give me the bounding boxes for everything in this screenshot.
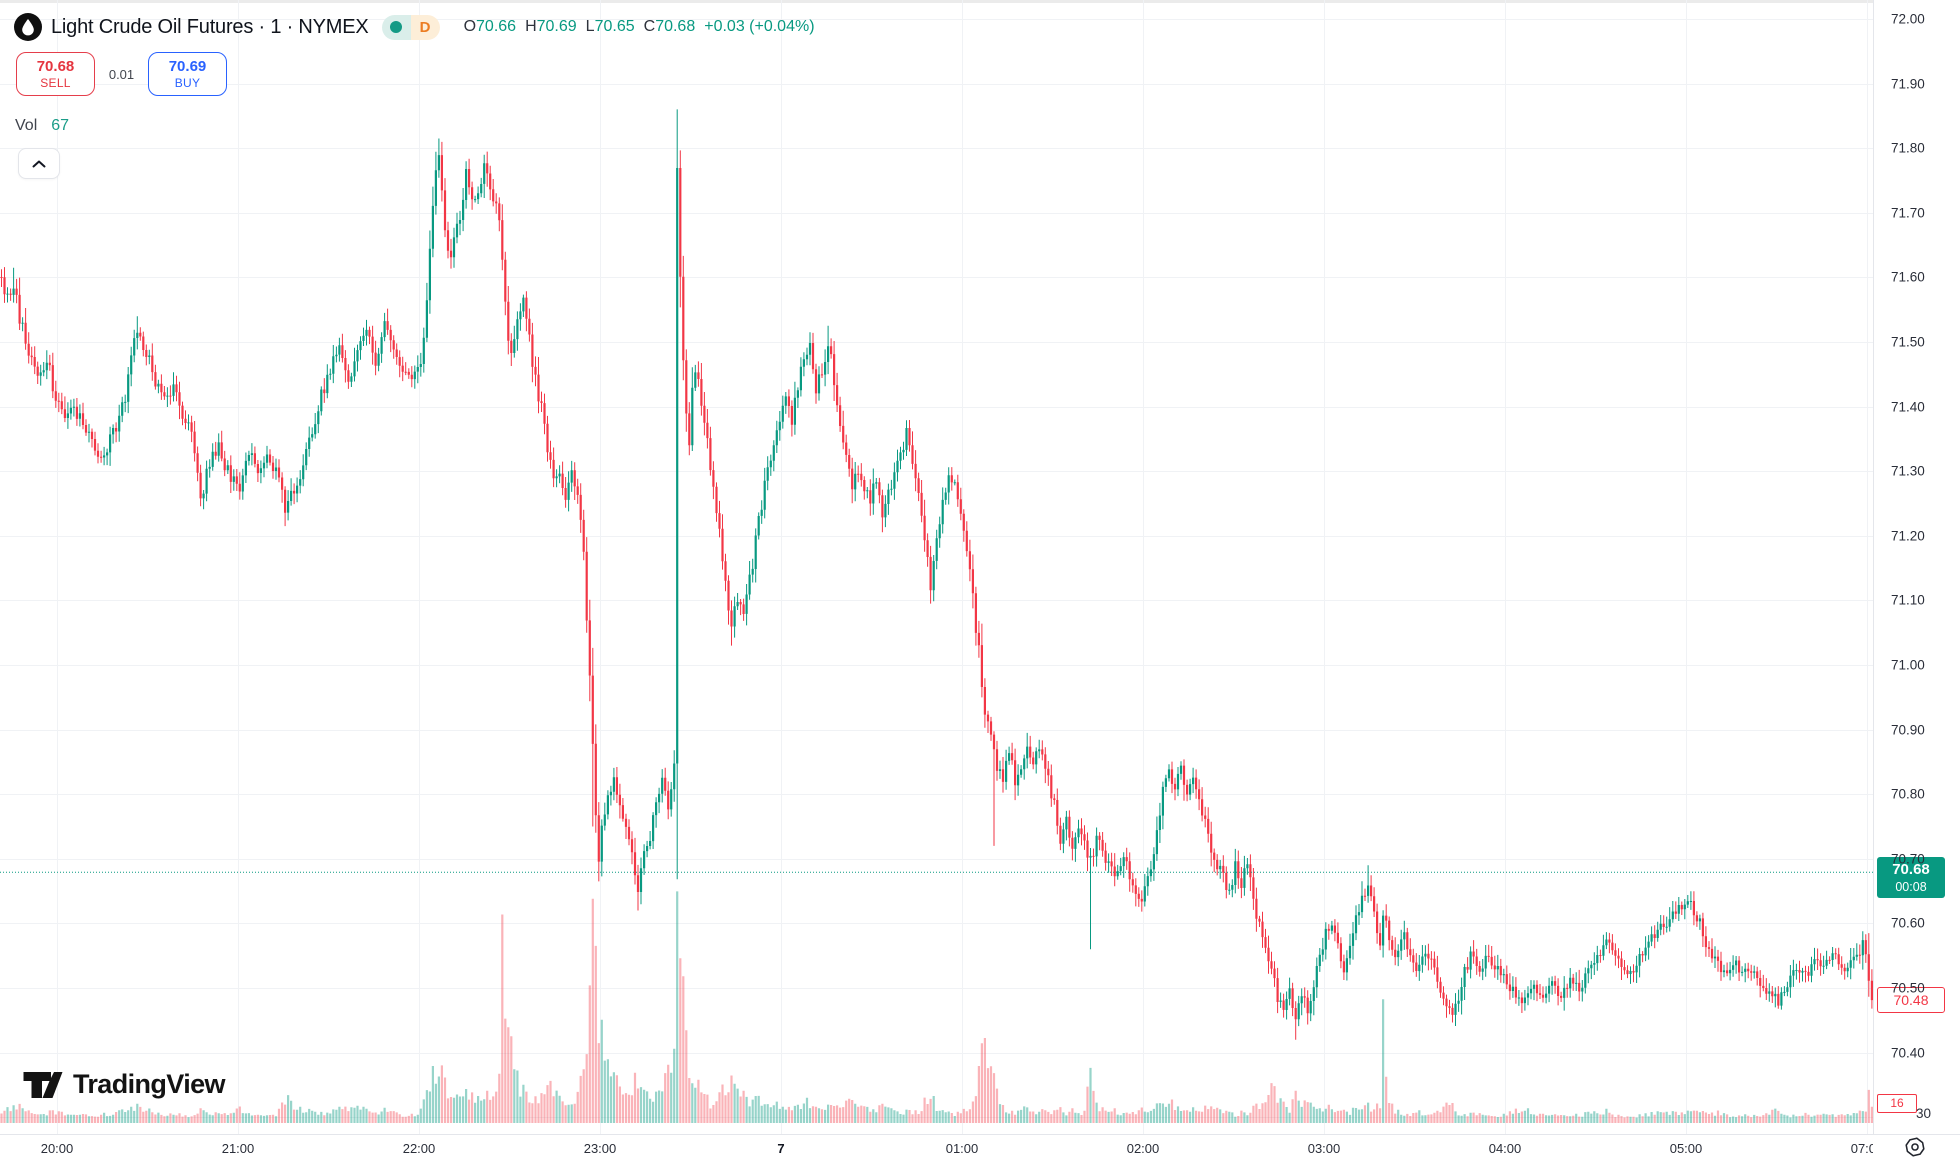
price-tick: 71.60 (1891, 269, 1925, 285)
candle-bodies-down (0, 155, 1873, 1020)
spread-value: 0.01 (108, 66, 135, 82)
buy-price: 70.69 (168, 57, 207, 75)
time-tick: 22:00 (402, 1141, 436, 1156)
market-open-dot-icon (381, 14, 411, 40)
price-tick: 71.90 (1891, 76, 1925, 92)
sell-button[interactable]: 70.68 SELL (16, 52, 95, 96)
low-price-label: 70.48 (1877, 987, 1945, 1013)
volume-label: Vol (15, 117, 38, 134)
ohlc-open-key: O (463, 18, 477, 35)
price-tick-partial: 30 (1916, 1106, 1932, 1121)
ohlc-close-key: C (643, 18, 656, 35)
price-tick: 70.80 (1891, 786, 1925, 802)
time-axis[interactable]: 20:00 21:00 22:00 23:00 7 01:00 02:00 03:00 04:0… (0, 1135, 1873, 1168)
time-tick: 05:00 (1669, 1141, 1703, 1156)
current-price: 70.68 (1892, 861, 1930, 878)
candle-bodies-up (6, 155, 1864, 1020)
sell-price: 70.68 (36, 57, 75, 75)
price-tick: 71.70 (1891, 205, 1925, 221)
price-tick: 70.60 (1891, 915, 1925, 931)
price-tick: 71.20 (1891, 528, 1925, 544)
ohlc-open-value: 70.66 (476, 18, 517, 35)
sell-label: SELL (40, 75, 71, 90)
time-tick: 07:00 (1850, 1141, 1873, 1156)
time-tick: 20:00 (40, 1141, 74, 1156)
page-top-strip (0, 0, 1960, 3)
time-tick: 21:00 (221, 1141, 255, 1156)
current-price-label: 70.68 00:08 (1877, 857, 1945, 899)
price-axis-separator (1873, 0, 1874, 1134)
tradingview-logo[interactable]: TradingView (23, 1069, 226, 1100)
volume-value-label: 16 (1877, 1094, 1917, 1113)
price-tick: 70.50 (1891, 980, 1925, 996)
axis-corner (1874, 1135, 1960, 1168)
symbol-title[interactable]: Light Crude Oil Futures · 1 · NYMEX (51, 15, 369, 38)
change-readout: +0.03 (+0.04%) (704, 18, 815, 35)
bar-countdown: 00:08 (1895, 879, 1927, 894)
volume-readout: Vol 67 (15, 117, 69, 135)
price-axis[interactable]: 70.68 00:08 70.48 16 30 72.00 71.90 71.80 7… (1874, 0, 1960, 1134)
price-tick: 71.10 (1891, 592, 1925, 608)
time-tick: 02:00 (1126, 1141, 1160, 1156)
buy-label: BUY (174, 75, 201, 90)
tradingview-wordmark: TradingView (73, 1069, 226, 1099)
market-status-interval-pill[interactable]: D (381, 14, 440, 40)
time-tick: 04:00 (1488, 1141, 1522, 1156)
price-tick: 70.70 (1891, 851, 1925, 867)
interval-badge: D (410, 14, 440, 40)
ohlc-low-value: 70.65 (594, 18, 635, 35)
chevron-up-icon (32, 160, 46, 167)
collapse-legend-button[interactable] (18, 148, 60, 179)
ohlc-high-value: 70.69 (536, 18, 577, 35)
ohlc-high-key: H (525, 18, 537, 35)
price-chart-canvas[interactable] (0, 0, 1873, 1134)
price-tick: 70.90 (1891, 722, 1925, 738)
price-tick: 70.40 (1891, 1045, 1925, 1061)
volume-down-bars (0, 898, 1873, 1123)
volume-value: 67 (51, 117, 70, 134)
tradingview-glyph-icon (23, 1071, 63, 1098)
buy-button[interactable]: 70.69 BUY (148, 52, 227, 96)
time-tick: 01:00 (945, 1141, 979, 1156)
price-tick: 71.50 (1891, 334, 1925, 350)
price-tick: 71.80 (1891, 140, 1925, 156)
candle-wicks-down (1, 141, 1873, 1040)
symbol-logo-oil-drop-icon[interactable] (14, 13, 42, 41)
time-tick: 23:00 (583, 1141, 617, 1156)
price-tick: 71.00 (1891, 657, 1925, 673)
time-axis-separator (0, 1134, 1960, 1135)
ohlc-close-value: 70.68 (655, 18, 696, 35)
price-tick: 72.00 (1891, 11, 1925, 27)
grid-lines (0, 0, 1873, 1134)
ohlc-low-key: L (585, 18, 595, 35)
price-tick: 71.30 (1891, 463, 1925, 479)
time-tick: 03:00 (1307, 1141, 1341, 1156)
candle-wicks-up (7, 109, 1864, 1027)
volume-up-bars (6, 891, 1864, 1123)
ohlc-readout: O 70.66 H 70.69 L 70.65 C 70.68 +0.03 (+0.04… (464, 18, 815, 36)
price-tick: 71.40 (1891, 399, 1925, 415)
time-tick: 7 (777, 1141, 785, 1156)
axis-settings-gear-icon[interactable] (1902, 1134, 1928, 1160)
